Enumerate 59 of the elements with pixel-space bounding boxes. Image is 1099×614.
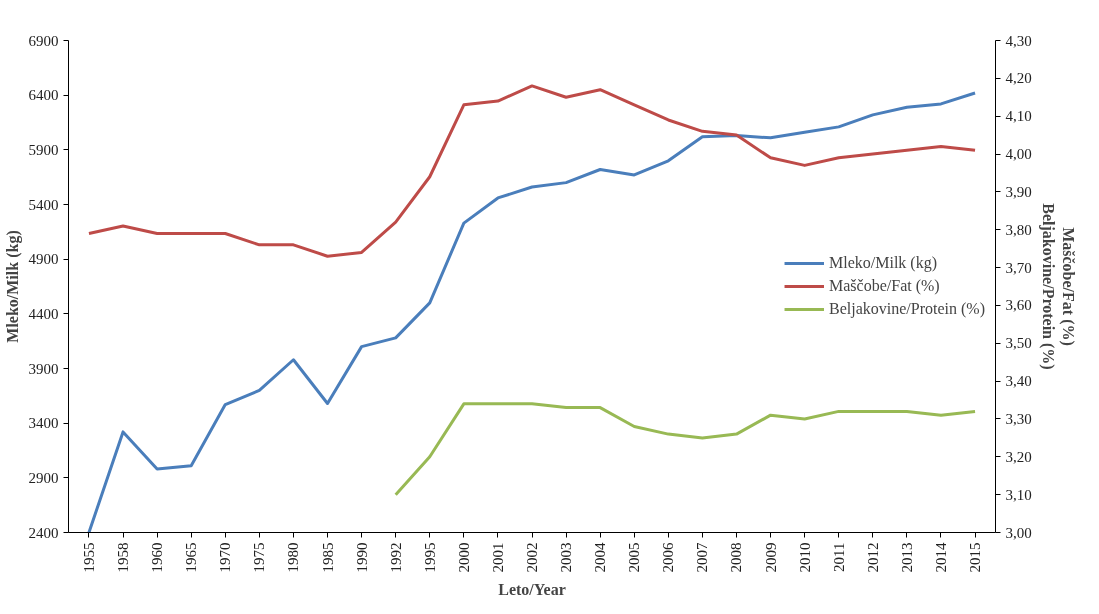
x-tick-label: 1965 [183,542,200,573]
x-tick-label: 1975 [251,542,268,573]
y-tick-label: 2400 [28,524,59,541]
y2-tick-label: 3,00 [1005,524,1032,541]
x-tick-label: 2010 [796,542,813,573]
y2-tick-label: 3,80 [1005,221,1032,238]
x-tick-label: 2006 [660,542,677,573]
x-tick-label: 2004 [592,542,609,573]
y-tick-label: 3400 [28,415,59,432]
y-tick-label: 6900 [28,32,59,49]
y-tick-label: 4900 [28,251,59,268]
y-tick-label: 3900 [28,360,59,377]
x-tick-label: 2005 [626,542,643,573]
x-tick-label: 1995 [421,542,438,573]
y-tick-label: 2900 [28,469,59,486]
line-series [394,402,977,497]
y2-tick-label: 4,20 [1005,70,1032,87]
x-tick-label: 2008 [728,542,745,573]
y-axis-title: Mleko/Milk (kg) [3,230,22,343]
x-tick-label: 2012 [864,542,881,573]
y2-axis-title: Maščobe/Fat (%) Beljakovine/Protein (%) [1038,203,1078,370]
legend-label: Mleko/Milk (kg) [829,254,938,272]
y2-tick-label: 4,10 [1005,108,1032,125]
x-axis-title: Leto/Year [498,580,566,598]
x-tick-label: 2009 [762,542,779,573]
y2-tick-label: 3,50 [1005,335,1032,352]
x-tick-label: 2001 [489,542,506,573]
y2-tick-label: 3,10 [1005,486,1032,503]
x-tick-label: 1960 [149,542,166,573]
x-tick-label: 2000 [455,542,472,573]
y2-tick-label: 3,40 [1005,373,1032,390]
x-tick-label: 1990 [353,542,370,573]
y2-tick-label: 3,20 [1005,448,1032,465]
y2-tick-label: 4,00 [1005,146,1032,163]
y-tick-label: 6400 [28,87,59,104]
x-tick-label: 1992 [387,542,404,573]
x-tick-label: 2014 [932,542,949,573]
x-tick-label: 1958 [115,542,132,573]
y-tick-label: 4400 [28,305,59,322]
x-tick-label: 2015 [967,542,984,573]
x-tick-label: 2007 [694,542,711,573]
y2-tick-label: 3,30 [1005,410,1032,427]
y-tick-label: 5900 [28,141,59,158]
y-tick-label: 5400 [28,196,59,213]
x-tick-label: 2003 [558,542,575,573]
legend-label: Maščobe/Fat (%) [829,277,940,295]
x-tick-label: 1970 [217,542,234,573]
x-tick-label: 1985 [319,542,336,573]
x-tick-label: 1980 [285,542,302,573]
x-tick-label: 2002 [524,542,540,573]
x-tick-label: 2013 [898,542,915,573]
x-tick-label: 2011 [830,542,847,572]
y2-tick-label: 3,70 [1005,259,1032,276]
x-tick-label: 1955 [80,542,97,573]
line-series [87,84,977,258]
legend-label: Beljakovine/Protein (%) [829,300,985,318]
y2-tick-label: 3,60 [1005,297,1032,314]
y2-tick-label: 4,30 [1005,32,1032,49]
y2-tick-label: 3,90 [1005,183,1032,200]
